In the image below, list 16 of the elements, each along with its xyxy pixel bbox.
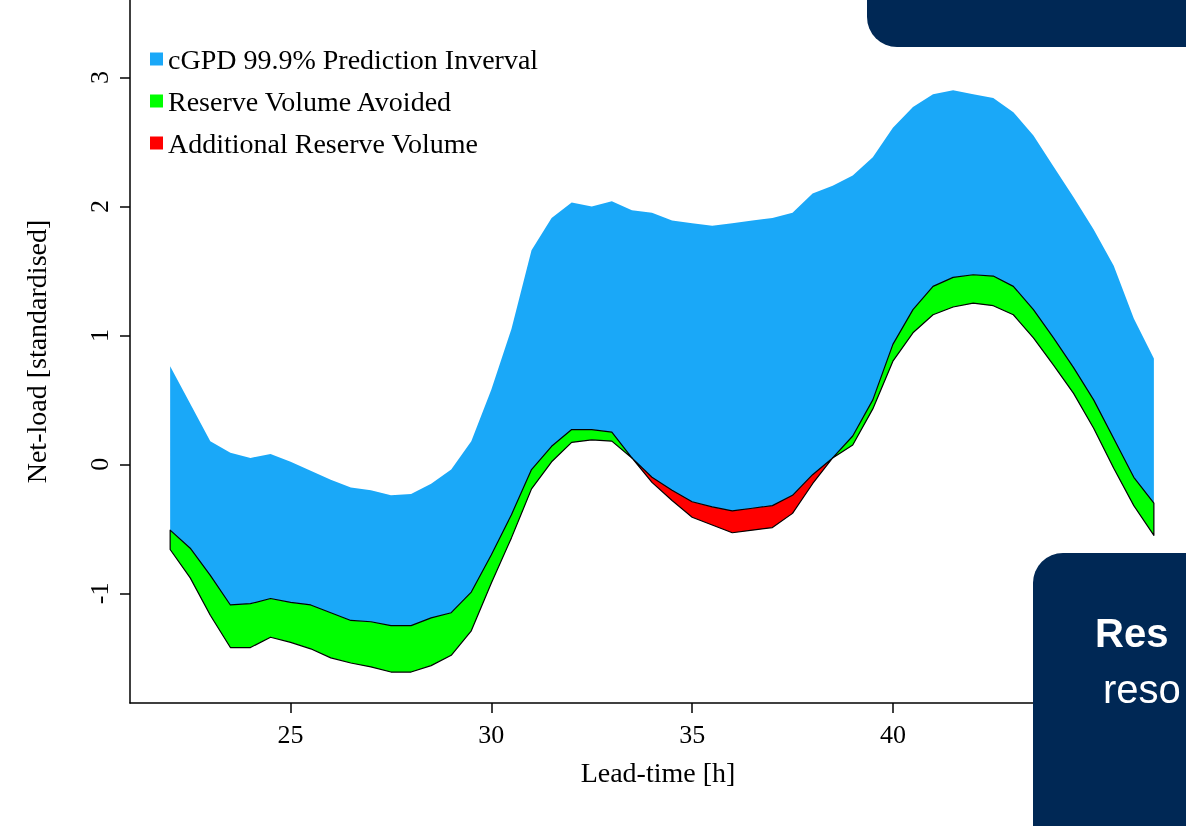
x-axis-title: Lead-time [h]	[580, 756, 736, 788]
y-tick-label: -1	[84, 582, 114, 605]
x-tick-label: 30	[478, 719, 505, 749]
y-tick-label: 1	[84, 328, 114, 342]
y-tick-label: 2	[84, 199, 114, 213]
x-tick-label: 35	[679, 719, 706, 749]
y-axis-title: Net-load [standardised]	[20, 219, 52, 484]
x-tick-label: 25	[277, 719, 304, 749]
legend-label: Reserve Volume Avoided	[168, 85, 452, 117]
y-tick-label: 0	[84, 457, 114, 471]
annotation: reso	[1102, 666, 1181, 713]
legend-label: Additional Reserve Volume	[168, 127, 479, 159]
annotation: Res	[1095, 610, 1170, 657]
y-tick-label: 3	[84, 70, 114, 84]
x-tick-label: 40	[879, 719, 906, 749]
legend-label: cGPD 99.9% Prediction Inverval	[168, 43, 539, 75]
